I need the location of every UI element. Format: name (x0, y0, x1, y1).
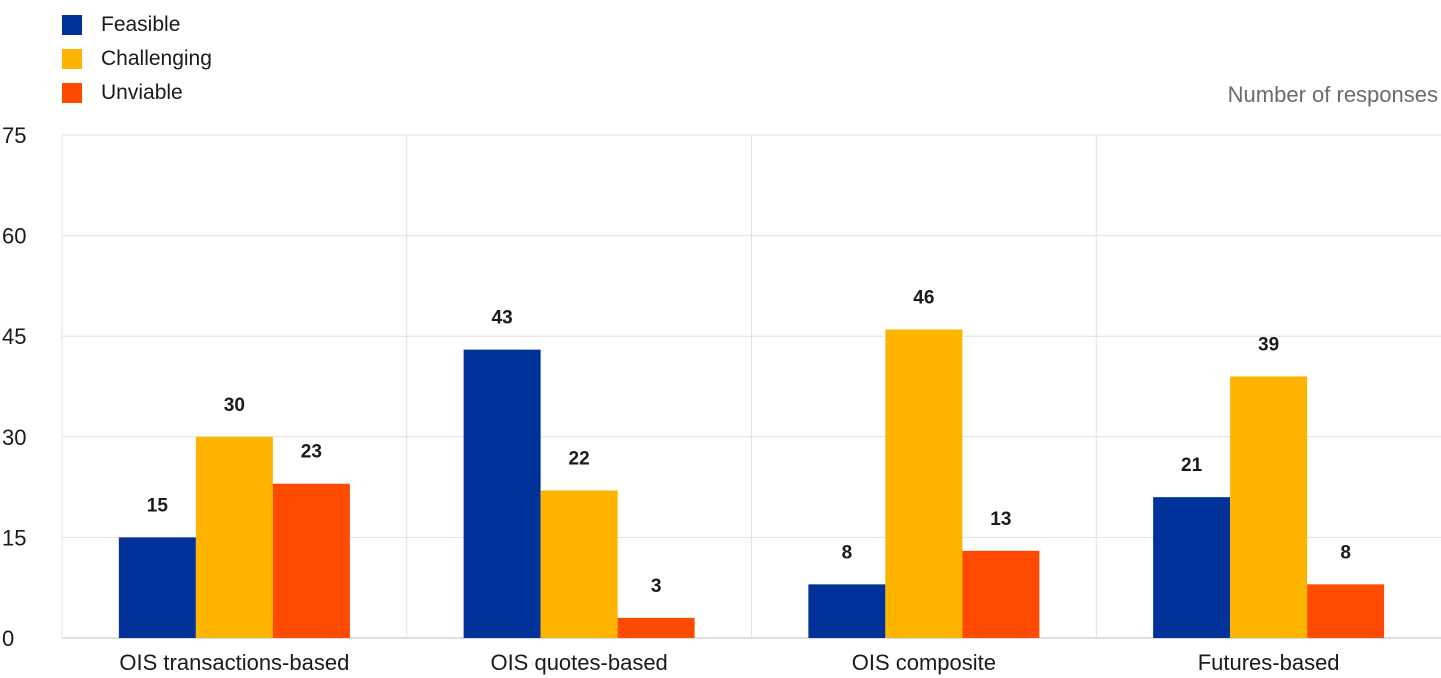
legend-swatch-unviable (62, 83, 82, 103)
bar-value-label: 13 (990, 509, 1011, 530)
legend-item-feasible: Feasible (62, 8, 212, 42)
legend-swatch-feasible (62, 15, 82, 35)
chart-legend: Feasible Challenging Unviable (62, 8, 212, 110)
bar-unviable (962, 550, 1040, 638)
bar-value-label: 8 (842, 542, 853, 563)
x-category-label: Futures-based (1198, 650, 1340, 675)
y-tick-label: 75 (2, 123, 26, 148)
x-category-label: OIS quotes-based (490, 650, 667, 675)
bar-challenging (1230, 376, 1308, 638)
y-tick-label: 60 (2, 224, 26, 249)
bar-challenging (885, 329, 963, 638)
bar-unviable (1307, 584, 1385, 638)
bar-value-label: 43 (492, 308, 513, 329)
y-tick-label: 45 (2, 324, 26, 349)
bar-unviable (272, 483, 350, 638)
bar-unviable (617, 617, 695, 638)
bar-challenging (540, 490, 618, 638)
x-category-label: OIS composite (852, 650, 996, 675)
x-category-label: OIS transactions-based (119, 650, 349, 675)
bar-feasible (1153, 497, 1231, 638)
legend-swatch-challenging (62, 49, 82, 69)
bar-value-label: 8 (1340, 542, 1351, 563)
y-tick-label: 30 (2, 425, 26, 450)
y-tick-label: 0 (2, 626, 14, 651)
bar-challenging (195, 436, 273, 638)
bar-value-label: 46 (913, 287, 934, 308)
legend-label-feasible: Feasible (101, 13, 181, 36)
y-tick-label: 15 (2, 525, 26, 550)
bar-value-label: 22 (569, 448, 590, 469)
y-axis-unit-label: Number of responses (1227, 82, 1438, 107)
bar-feasible (808, 584, 886, 638)
bar-value-label: 30 (224, 395, 245, 416)
bar-value-label: 23 (301, 442, 322, 463)
legend-item-challenging: Challenging (62, 42, 212, 76)
legend-label-unviable: Unviable (101, 81, 183, 104)
bar-value-label: 21 (1181, 455, 1203, 476)
bar-feasible (463, 349, 541, 638)
bar-feasible (118, 537, 196, 638)
bar-value-label: 15 (147, 495, 169, 516)
bar-value-label: 3 (651, 576, 662, 597)
bar-value-label: 39 (1258, 334, 1279, 355)
legend-item-unviable: Unviable (62, 76, 212, 110)
legend-label-challenging: Challenging (101, 47, 212, 70)
